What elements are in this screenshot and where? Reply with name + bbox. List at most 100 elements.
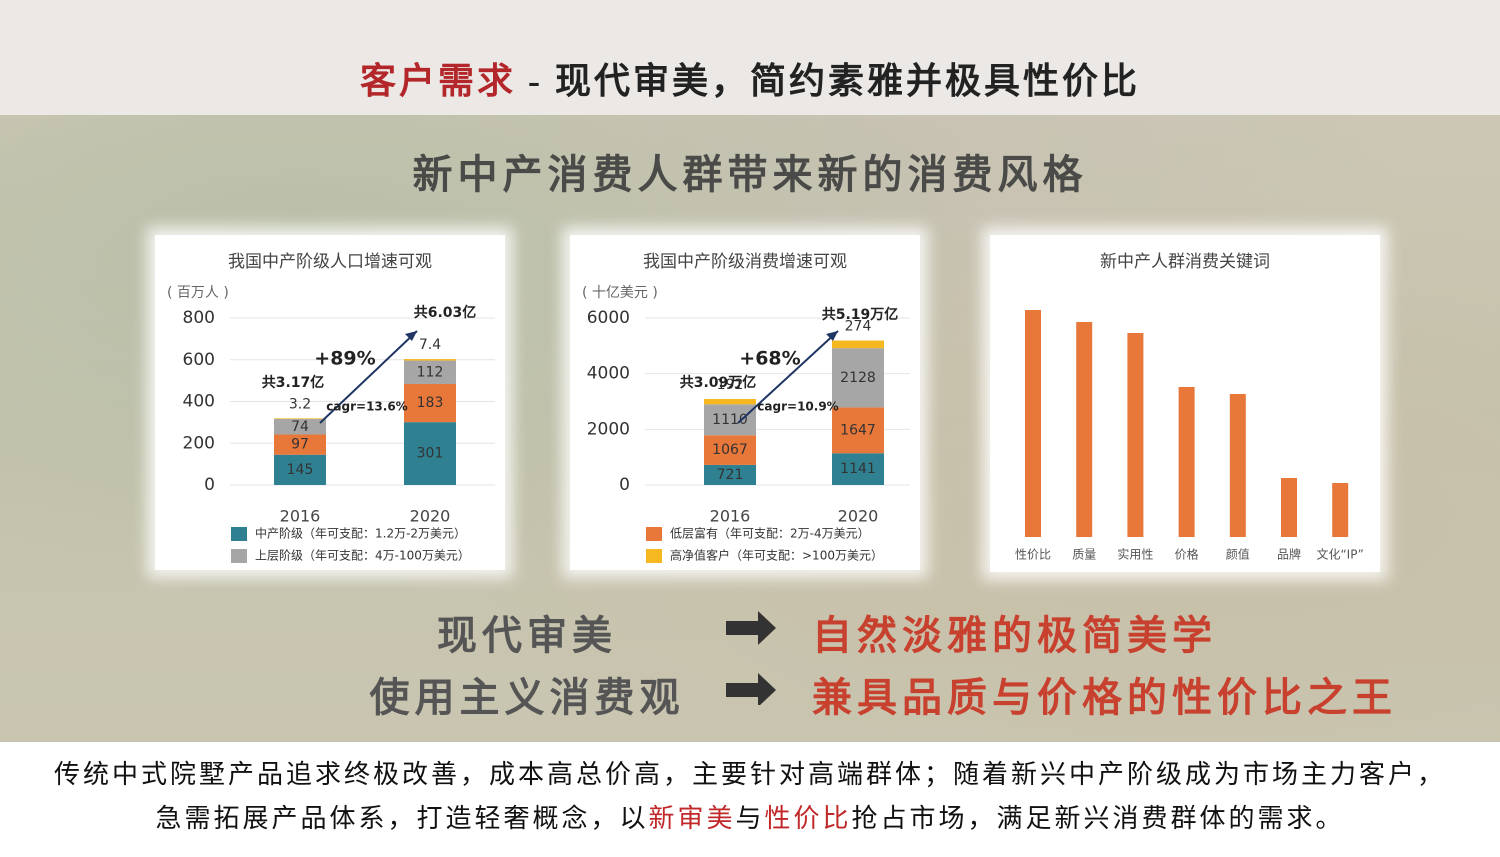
legend-swatch — [231, 549, 247, 563]
arrow — [726, 673, 776, 705]
statement-to: 兼具品质与价格的性价比之王 — [812, 675, 1397, 720]
bar-segment — [704, 398, 756, 405]
data-label: 1067 — [712, 442, 748, 458]
statement-from: 使用主义消费观 — [369, 675, 685, 720]
x-tick-label: 颜值 — [1226, 547, 1250, 562]
footer: 传统中式院墅产品追求终极改善，成本高总价高，主要针对高端群体；随着新兴中产阶级成… — [0, 742, 1500, 857]
y-tick-label: 600 — [183, 350, 215, 370]
title-highlight: 客户需求 — [359, 61, 516, 101]
data-label: 1110 — [712, 412, 748, 428]
chart-title: 我国中产阶级消费增速可观 — [643, 252, 847, 272]
y-tick-label: 200 — [183, 433, 215, 453]
footer-text: 急需拓展产品体系，打造轻奢概念，以 — [155, 804, 649, 833]
chart: 我国中产阶级消费增速可观 ( 十亿美元 ) 0 2000 4000 6000 2016 721… — [570, 235, 920, 570]
x-tick-label: 品牌 — [1277, 548, 1301, 562]
data-label: 1647 — [840, 422, 876, 438]
data-label: 7.4 — [419, 337, 441, 353]
y-tick-label: 2000 — [587, 419, 630, 439]
statement-from: 现代审美 — [437, 613, 617, 658]
bar-segment — [274, 419, 326, 435]
bar-segment — [274, 434, 326, 455]
x-tick-label: 质量 — [1072, 548, 1096, 562]
data-label: 301 — [417, 446, 444, 462]
total-label: 共5.19万亿 — [822, 306, 899, 323]
chart-title: 我国中产阶级人口增速可观 — [228, 252, 432, 272]
title-text: 现代审美，简约素雅并极具性价比 — [555, 61, 1141, 101]
arrow-head — [405, 331, 417, 341]
footer-text: 抢占市场，满足新兴消费群体的需求。 — [851, 804, 1345, 833]
bar-segment — [404, 422, 456, 485]
total-label: 共3.17亿 — [262, 374, 325, 391]
chart-title: 新中产人群消费关键词 — [1100, 252, 1270, 272]
unit-label: ( 十亿美元 ) — [582, 285, 658, 301]
footer-text: 与 — [735, 804, 765, 833]
bar — [1281, 478, 1297, 537]
x-tick-label: 2016 — [710, 507, 751, 526]
legend-label: 高净值客户（年可支配：>100万美元） — [670, 548, 883, 563]
data-label: 2128 — [840, 370, 876, 386]
header: 客户需求 - 现代审美，简约素雅并极具性价比 — [0, 0, 1500, 115]
bar-segment — [704, 404, 756, 436]
growth-label: +89% — [314, 348, 375, 370]
x-tick-label: 性价比 — [1015, 548, 1051, 562]
bar — [1178, 387, 1195, 537]
growth-label: +68% — [739, 348, 800, 370]
bar-segment — [704, 464, 756, 485]
bar — [1332, 483, 1349, 537]
x-tick-label: 2016 — [280, 507, 321, 526]
footer-highlight: 新审美 — [648, 804, 736, 833]
arrow-head — [826, 331, 838, 341]
data-label: 3.2 — [289, 396, 311, 412]
bar-segment — [274, 418, 326, 420]
y-tick-label: 4000 — [587, 364, 630, 384]
footer-highlight: 性价比 — [764, 804, 852, 833]
data-label: 97 — [291, 437, 309, 453]
y-tick-label: 0 — [619, 475, 630, 495]
bar-segment — [832, 348, 884, 408]
separator: - — [528, 61, 543, 101]
total-label: 共3.09万亿 — [680, 374, 757, 391]
arrow — [726, 611, 776, 645]
y-tick-label: 400 — [183, 392, 215, 412]
bar-segment — [832, 453, 884, 485]
data-label: 145 — [287, 462, 314, 478]
data-label: 1141 — [840, 461, 876, 477]
bar-segment — [832, 340, 884, 349]
cagr-label: cagr=13.6% — [326, 400, 407, 414]
total-label: 共6.03亿 — [414, 304, 477, 321]
arrows — [726, 611, 776, 705]
unit-label: ( 百万人 ) — [167, 285, 229, 301]
subtitle: 新中产消费人群带来新的消费风格 — [412, 152, 1088, 197]
x-tick-label: 实用性 — [1117, 547, 1153, 562]
y-tick-label: 6000 — [587, 308, 630, 328]
x-tick-label: 2020 — [838, 507, 879, 526]
y-tick-label: 800 — [183, 308, 215, 328]
legend-swatch — [646, 549, 662, 563]
growth-arrow — [737, 330, 839, 424]
footer-line: 急需拓展产品体系，打造轻奢概念，以新审美与性价比抢占市场，满足新兴消费群体的需求… — [0, 798, 1500, 835]
bar-segment — [404, 359, 456, 361]
bar — [1025, 310, 1041, 537]
legend-label: 上层阶级（年可支配：4万-100万美元） — [255, 549, 470, 563]
legend-label: 低层富有（年可支配：2万-4万美元） — [670, 526, 870, 541]
bar — [1076, 322, 1093, 537]
bar-segment — [274, 454, 326, 485]
legend-label: 中产阶级（年可支配：1.2万-2万美元） — [255, 526, 466, 541]
bar — [1229, 394, 1246, 537]
bar-segment — [404, 360, 456, 384]
legend-swatch — [231, 527, 247, 541]
bar-segment — [404, 383, 456, 423]
x-tick-label: 文化“IP” — [1316, 547, 1363, 562]
bar-segment — [832, 407, 884, 454]
data-label: 192 — [717, 377, 744, 393]
growth-arrow — [319, 330, 418, 424]
data-label: 112 — [417, 364, 444, 380]
y-tick-label: 0 — [204, 475, 215, 495]
data-label: 274 — [845, 319, 872, 335]
data-label: 721 — [717, 467, 744, 483]
x-tick-label: 2020 — [410, 507, 451, 526]
data-label: 74 — [291, 419, 309, 435]
statement-to: 自然淡雅的极简美学 — [812, 613, 1217, 658]
